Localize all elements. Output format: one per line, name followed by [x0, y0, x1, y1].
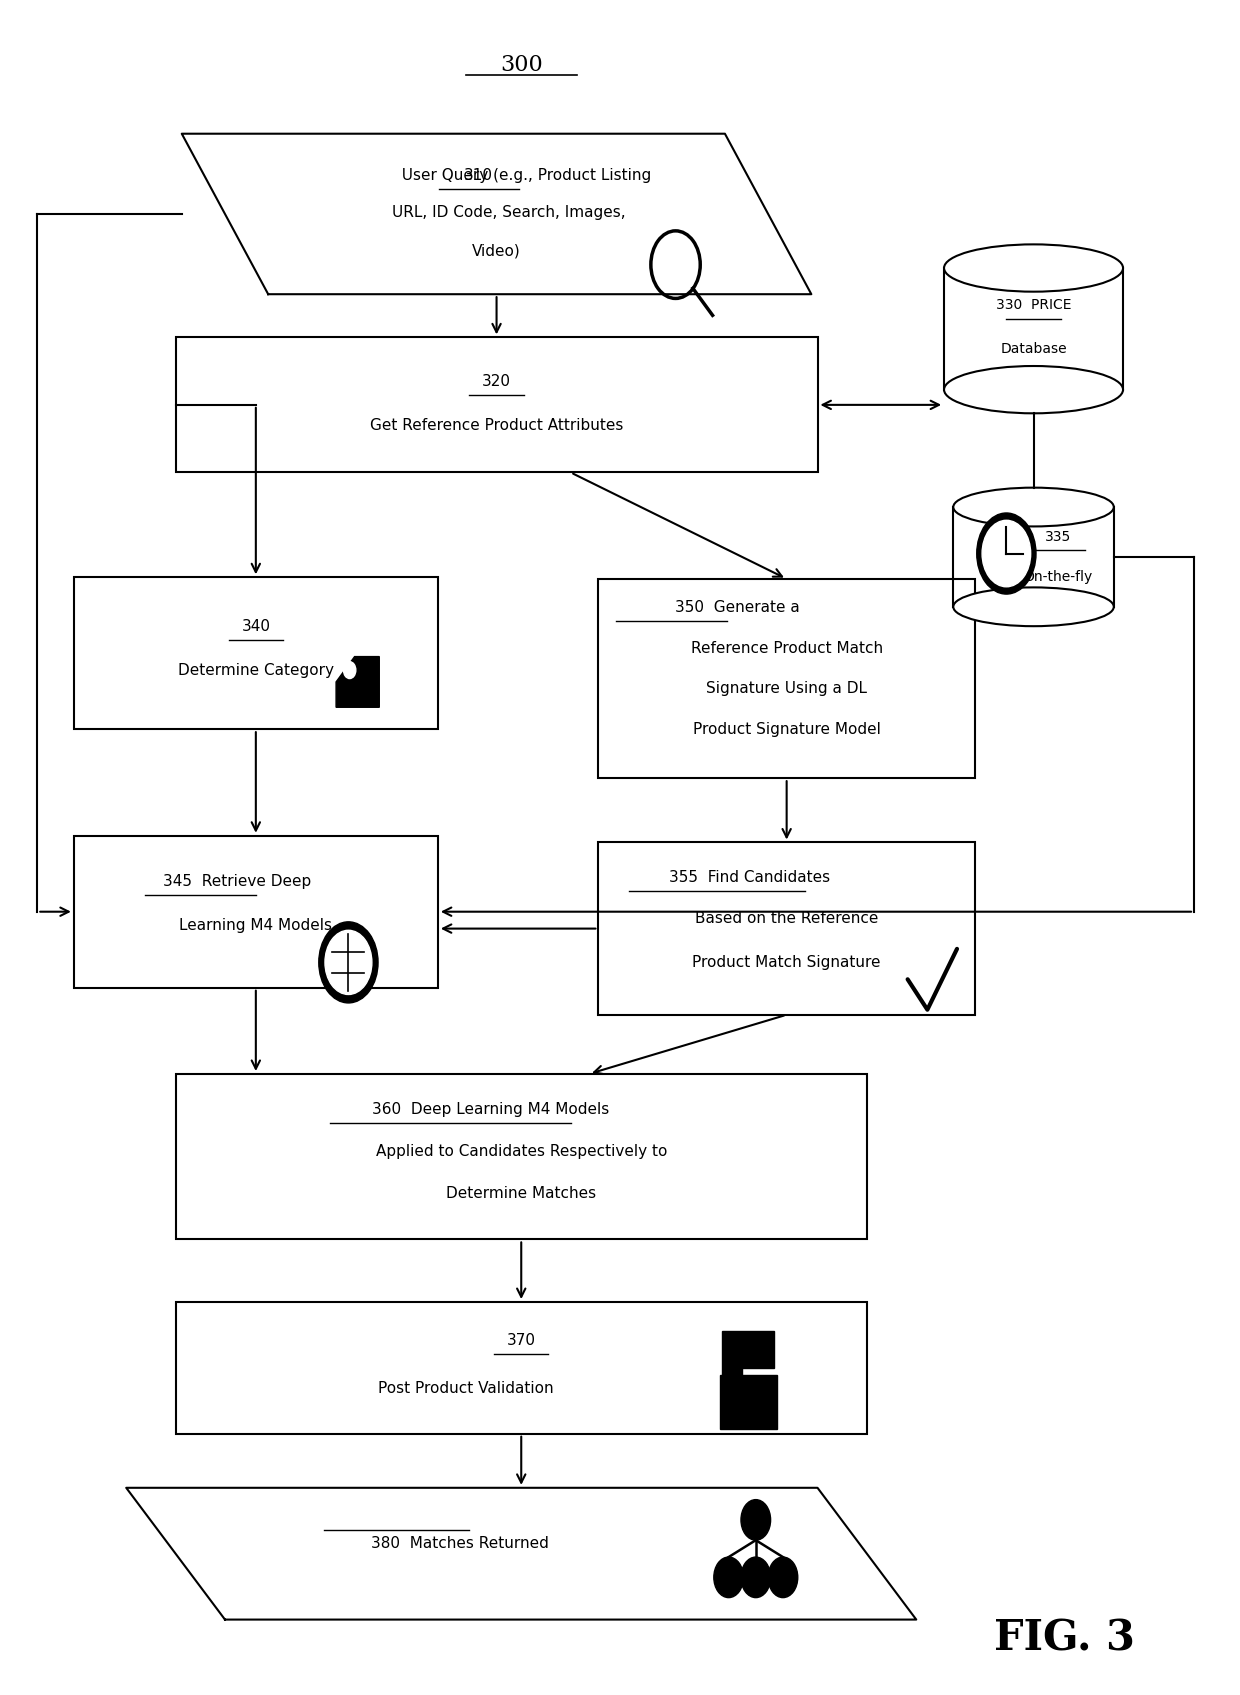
- Text: 300: 300: [500, 54, 543, 76]
- Text: URL, ID Code, Search, Images,: URL, ID Code, Search, Images,: [392, 205, 626, 220]
- Polygon shape: [336, 656, 379, 707]
- Circle shape: [319, 922, 378, 1003]
- Circle shape: [714, 1558, 744, 1598]
- Text: 370: 370: [507, 1334, 536, 1348]
- Text: Video): Video): [472, 244, 521, 259]
- Ellipse shape: [954, 488, 1114, 527]
- Text: Learning M4 Models: Learning M4 Models: [180, 917, 332, 932]
- Circle shape: [742, 1558, 770, 1598]
- Text: User Query (e.g., Product Listing: User Query (e.g., Product Listing: [392, 168, 651, 183]
- Text: 345  Retrieve Deep: 345 Retrieve Deep: [164, 875, 311, 888]
- Ellipse shape: [954, 588, 1114, 625]
- Circle shape: [977, 514, 1035, 593]
- Text: Database: Database: [1001, 342, 1066, 356]
- FancyBboxPatch shape: [599, 580, 975, 778]
- Polygon shape: [182, 134, 811, 295]
- Text: 335: 335: [1045, 529, 1071, 544]
- FancyBboxPatch shape: [176, 337, 817, 473]
- Polygon shape: [723, 1331, 774, 1378]
- Text: Reference Product Match: Reference Product Match: [691, 641, 883, 656]
- Text: Determine Matches: Determine Matches: [446, 1186, 596, 1202]
- FancyBboxPatch shape: [176, 1302, 867, 1434]
- FancyBboxPatch shape: [599, 842, 975, 1015]
- Text: Get Reference Product Attributes: Get Reference Product Attributes: [370, 417, 624, 432]
- Text: Signature Using a DL: Signature Using a DL: [706, 681, 867, 697]
- Ellipse shape: [944, 244, 1123, 292]
- Text: 320: 320: [482, 373, 511, 388]
- Text: 350  Generate a: 350 Generate a: [675, 600, 800, 615]
- Text: 340: 340: [242, 619, 270, 634]
- Text: Post Product Validation: Post Product Validation: [378, 1381, 553, 1395]
- Text: 380  Matches Returned: 380 Matches Returned: [371, 1536, 548, 1551]
- Text: Product Match Signature: Product Match Signature: [692, 954, 880, 970]
- Text: 310: 310: [464, 168, 492, 183]
- Text: On-the-fly: On-the-fly: [1023, 570, 1092, 585]
- Text: FIG. 3: FIG. 3: [994, 1617, 1135, 1659]
- FancyBboxPatch shape: [176, 1075, 867, 1239]
- Circle shape: [325, 931, 372, 995]
- Text: 330  PRICE: 330 PRICE: [996, 298, 1071, 312]
- Circle shape: [343, 661, 356, 678]
- Polygon shape: [954, 507, 1114, 607]
- Text: Determine Category: Determine Category: [177, 663, 334, 678]
- Circle shape: [768, 1558, 797, 1598]
- Polygon shape: [944, 268, 1123, 390]
- Text: Based on the Reference: Based on the Reference: [694, 910, 878, 925]
- Text: Product Signature Model: Product Signature Model: [693, 722, 880, 737]
- FancyBboxPatch shape: [73, 578, 438, 729]
- Ellipse shape: [944, 366, 1123, 414]
- Circle shape: [982, 520, 1030, 586]
- Text: 355  Find Candidates: 355 Find Candidates: [670, 871, 830, 885]
- Text: Applied to Candidates Respectively to: Applied to Candidates Respectively to: [376, 1144, 667, 1159]
- FancyBboxPatch shape: [73, 836, 438, 988]
- Polygon shape: [126, 1488, 916, 1620]
- Circle shape: [742, 1500, 770, 1541]
- FancyBboxPatch shape: [720, 1375, 776, 1429]
- Text: 360  Deep Learning M4 Models: 360 Deep Learning M4 Models: [372, 1102, 609, 1117]
